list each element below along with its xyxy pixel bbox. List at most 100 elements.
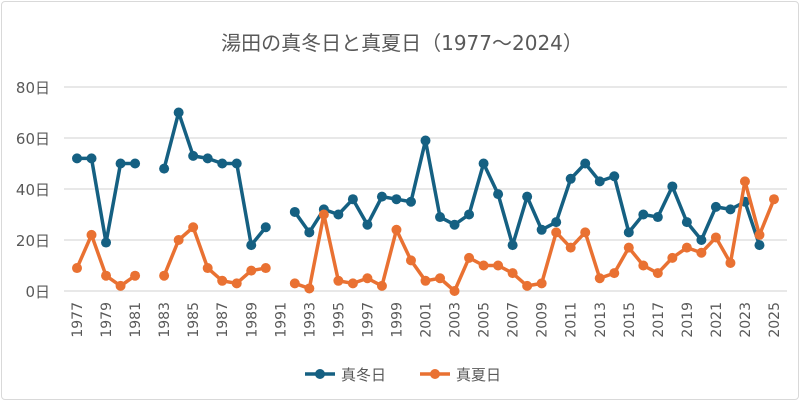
data-point [594,273,605,284]
y-tick-label: 40日 [16,181,50,199]
data-point [507,240,518,251]
series-summer-days [72,176,779,296]
data-point [638,209,649,220]
x-tick-label: 1995 [331,302,347,338]
legend-label: 真夏日 [456,366,501,384]
data-point [681,217,692,228]
data-point [623,227,634,238]
data-point [130,158,141,169]
data-point [493,189,504,200]
data-point [202,153,213,164]
data-point [304,227,315,238]
data-point [362,219,373,230]
data-point [391,194,402,205]
data-point [72,153,82,164]
data-point [435,212,446,223]
data-point [333,209,344,220]
x-tick-label: 1989 [244,302,260,338]
data-point [696,247,707,258]
x-tick-label: 2015 [622,302,638,338]
data-point [710,232,721,243]
data-point [710,201,721,212]
data-point [681,242,692,253]
data-point [289,278,300,289]
data-point [667,181,678,192]
data-point [493,260,504,271]
data-point [304,283,315,294]
data-point [347,194,358,205]
data-point [638,260,649,271]
data-point [231,158,242,169]
data-point [594,176,605,187]
data-point [522,280,533,291]
data-point [101,270,112,281]
data-point [754,240,765,251]
data-point [231,278,242,289]
data-point [405,196,416,207]
data-point [376,280,387,291]
data-point [725,257,736,268]
data-point [376,191,387,202]
x-tick-label: 2001 [419,302,435,338]
data-point [260,263,271,274]
data-point [246,265,257,276]
x-tick-label: 2023 [738,302,754,338]
data-point [188,150,199,161]
data-point [478,158,489,169]
data-point [696,235,707,245]
data-point [667,252,678,263]
data-point [652,268,663,279]
y-tick-label: 80日 [16,79,50,97]
data-point [536,278,547,289]
data-point [609,268,620,279]
legend-item: 真夏日 [420,366,501,384]
data-point [580,227,591,238]
x-tick-label: 2011 [564,302,580,338]
x-tick-label: 2005 [477,302,493,338]
data-point [318,209,329,220]
x-tick-label: 1997 [360,302,376,338]
x-tick-label: 1985 [186,302,202,338]
data-point [623,242,634,253]
data-point [173,235,184,245]
data-point [449,286,460,296]
y-tick-label: 20日 [16,232,50,250]
y-tick-label: 60日 [16,130,50,148]
data-point [551,217,562,228]
data-point [289,206,300,217]
data-point [464,252,475,263]
x-tick-label: 2017 [651,302,667,338]
data-point [420,275,431,286]
x-tick-label: 2019 [680,302,696,338]
data-point [536,224,547,235]
series-winter-days [72,107,765,251]
data-point [159,270,170,281]
data-point [391,224,402,235]
legend-marker [430,369,440,379]
x-tick-label: 1999 [389,302,405,338]
data-point [159,163,170,174]
data-point [217,275,228,286]
data-point [739,176,750,187]
data-point [130,270,141,281]
data-point [86,229,97,240]
data-point [551,227,562,238]
data-point [405,255,416,266]
x-tick-label: 1977 [70,302,86,338]
data-point [609,171,620,182]
data-point [260,222,271,233]
data-point [565,242,576,253]
data-point [347,278,358,289]
x-tick-label: 1991 [273,302,289,338]
data-point [72,263,82,274]
data-point [173,107,184,118]
x-tick-label: 2007 [506,302,522,338]
x-tick-label: 2013 [593,302,609,338]
data-point [420,135,431,146]
x-tick-label: 2003 [448,302,464,338]
data-point [478,260,489,271]
y-tick-label: 0日 [25,283,50,301]
x-tick-label: 1987 [215,302,231,338]
